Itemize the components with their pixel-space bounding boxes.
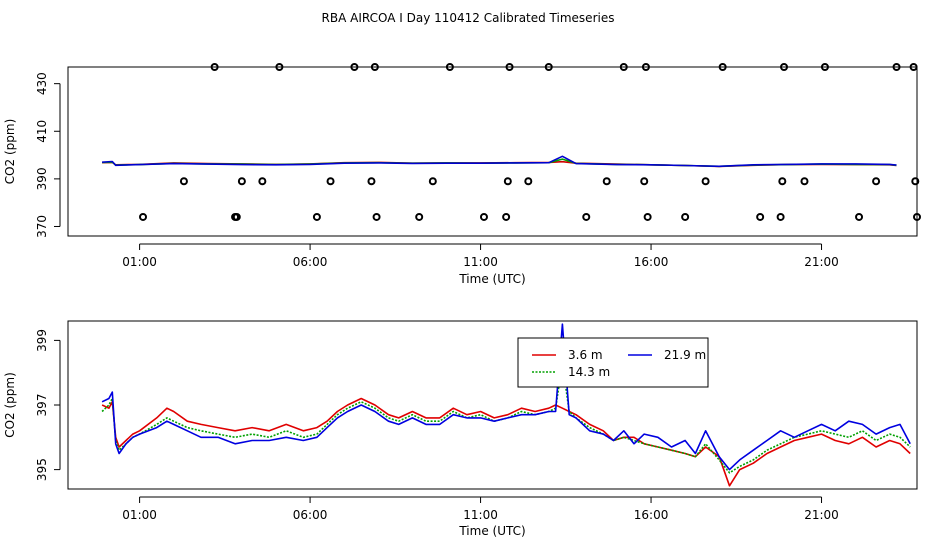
- data-point: [718, 63, 727, 71]
- data-point: [892, 63, 901, 71]
- y-tick-label: 430: [35, 72, 49, 95]
- x-tick-label: 01:00: [122, 508, 157, 522]
- legend-label: 21.9 m: [664, 348, 706, 362]
- data-point: [681, 212, 690, 221]
- series-line: [101, 362, 911, 474]
- data-point: [524, 177, 533, 186]
- data-point: [913, 212, 921, 221]
- data-point: [479, 212, 488, 221]
- data-point: [210, 63, 219, 71]
- x-tick-label: 21:00: [804, 255, 839, 269]
- data-point: [643, 212, 652, 221]
- series-line: [101, 323, 911, 471]
- x-tick-label: 06:00: [293, 508, 328, 522]
- y-tick-label: 390: [35, 167, 49, 190]
- series-line: [101, 397, 911, 487]
- data-point: [641, 63, 650, 71]
- data-point: [909, 63, 918, 71]
- x-tick-label: 06:00: [293, 255, 328, 269]
- x-axis-label: Time (UTC): [458, 524, 525, 538]
- y-axis-label: CO2 (ppm): [3, 372, 17, 438]
- y-tick-label: 399: [35, 329, 49, 352]
- data-point: [619, 63, 628, 71]
- data-point: [428, 177, 437, 186]
- legend-label: 3.6 m: [568, 348, 603, 362]
- data-point: [312, 212, 321, 221]
- x-tick-label: 16:00: [634, 255, 669, 269]
- legend-label: 14.3 m: [568, 365, 610, 379]
- data-point: [602, 177, 611, 186]
- x-tick-label: 11:00: [463, 255, 498, 269]
- figure-title: RBA AIRCOA I Day 110412 Calibrated Times…: [322, 11, 615, 25]
- data-point: [415, 212, 424, 221]
- y-tick-label: 410: [35, 120, 49, 143]
- data-point: [640, 177, 649, 186]
- data-point: [701, 177, 710, 186]
- x-tick-label: 11:00: [463, 508, 498, 522]
- data-point: [800, 177, 809, 186]
- top-panel: 01:00 06:00 11:00 16:00 21:00 370 390 410 430 Tim…: [3, 63, 921, 286]
- data-point: [367, 177, 376, 186]
- y-axis-label: CO2 (ppm): [3, 119, 17, 185]
- bottom-panel: 01:00 06:00 11:00 16:00 21:00 395 397 399 Time (…: [3, 320, 918, 538]
- data-point: [776, 212, 785, 221]
- y-tick-label: 370: [35, 215, 49, 238]
- x-tick-label: 21:00: [804, 508, 839, 522]
- series-line: [102, 155, 897, 168]
- data-point: [911, 177, 920, 186]
- data-point: [139, 212, 148, 221]
- data-point: [872, 177, 881, 186]
- y-tick-label: 397: [35, 394, 49, 417]
- data-point: [370, 63, 379, 71]
- data-point: [237, 177, 246, 186]
- data-point: [505, 63, 514, 71]
- data-point: [780, 63, 789, 71]
- plot-frame: [67, 320, 918, 490]
- y-tick-label: 395: [35, 458, 49, 481]
- plot-frame: [67, 66, 918, 237]
- data-point: [544, 63, 553, 71]
- data-point: [258, 177, 267, 186]
- data-point: [503, 177, 512, 186]
- data-point: [232, 212, 241, 221]
- data-point: [855, 212, 864, 221]
- data-point: [445, 63, 454, 71]
- x-axis-label: Time (UTC): [458, 272, 525, 286]
- data-point: [179, 177, 188, 186]
- x-tick-label: 01:00: [122, 255, 157, 269]
- data-point: [326, 177, 335, 186]
- data-point: [350, 63, 359, 71]
- data-point: [372, 212, 381, 221]
- legend-box: [517, 337, 709, 388]
- x-tick-label: 16:00: [634, 508, 669, 522]
- data-point: [582, 212, 591, 221]
- data-point: [778, 177, 787, 186]
- data-point: [275, 63, 284, 71]
- data-point: [756, 212, 765, 221]
- data-point: [502, 212, 511, 221]
- data-point: [820, 63, 829, 71]
